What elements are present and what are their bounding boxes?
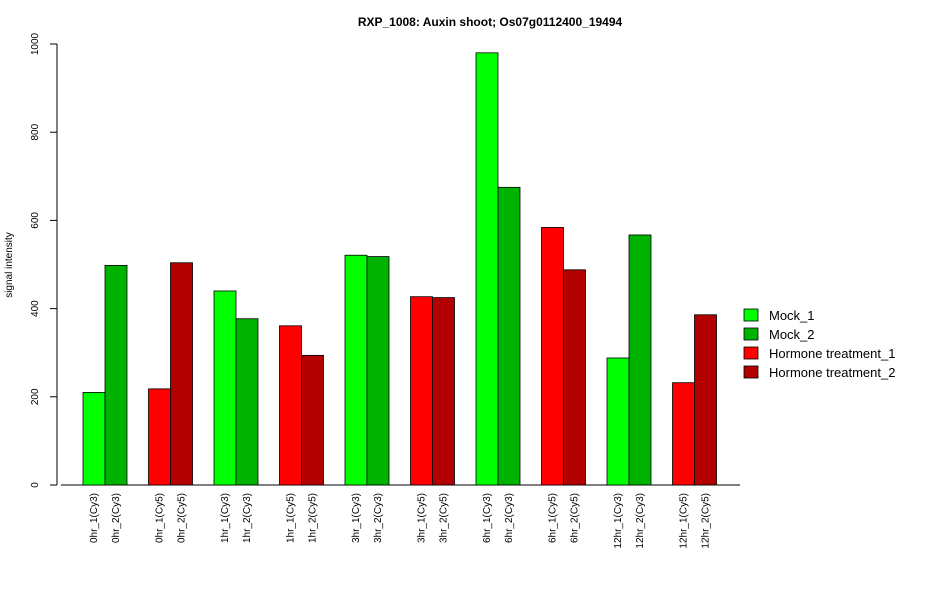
category-label: 1hr_1(Cy3): [220, 493, 231, 543]
category-label: 0hr_2(Cy5): [177, 493, 188, 543]
y-axis: 0 200 400 600 800 1000: [30, 32, 58, 488]
category-label: 12hr_2(Cy5): [701, 493, 712, 549]
legend-swatch: [743, 327, 759, 341]
bar: [672, 382, 695, 486]
bar: [410, 296, 433, 486]
category-label: 3hr_1(Cy3): [351, 493, 362, 543]
bar: [148, 388, 171, 486]
category-labels: 0hr_1(Cy3) 0hr_2(Cy3) 0hr_1(Cy5) 0hr_2(Cy5)…: [89, 493, 712, 549]
legend-swatch: [743, 308, 759, 322]
category-label: 3hr_2(Cy5): [439, 493, 450, 543]
bar: [170, 262, 193, 486]
legend: Mock_1 Mock_2 Hormone treatment_1 Hormone t…: [743, 308, 895, 380]
category-label: 3hr_2(Cy3): [373, 493, 384, 543]
bar: [475, 52, 499, 486]
y-tick-label: 600: [30, 212, 41, 229]
bar: [563, 269, 586, 486]
category-label: 3hr_1(Cy5): [417, 493, 428, 543]
category-label: 1hr_2(Cy5): [308, 493, 319, 543]
bar: [279, 325, 302, 486]
y-axis-label: signal intensity: [4, 232, 15, 298]
y-tick-label: 0: [30, 482, 41, 488]
bar: [628, 234, 652, 486]
bars-layer: [82, 52, 717, 486]
y-tick-label: 400: [30, 300, 41, 317]
bar: [344, 254, 368, 486]
bar: [235, 318, 259, 486]
y-tick-label: 200: [30, 388, 41, 405]
legend-label: Mock_1: [769, 308, 815, 323]
legend-label: Hormone treatment_2: [769, 365, 895, 380]
bar: [82, 391, 106, 486]
category-label: 6hr_2(Cy3): [504, 493, 515, 543]
bar: [104, 264, 128, 486]
legend-swatch: [743, 346, 759, 360]
bar: [694, 314, 717, 486]
y-tick-label: 800: [30, 123, 41, 140]
bar: [606, 357, 630, 486]
legend-label: Hormone treatment_1: [769, 346, 895, 361]
category-label: 1hr_2(Cy3): [242, 493, 253, 543]
category-label: 6hr_1(Cy5): [548, 493, 559, 543]
category-label: 6hr_2(Cy5): [570, 493, 581, 543]
bar: [213, 290, 237, 486]
category-label: 6hr_1(Cy3): [482, 493, 493, 543]
bar: [301, 354, 324, 486]
bar: [497, 186, 521, 486]
category-label: 12hr_2(Cy3): [635, 493, 646, 549]
chart-title: RXP_1008: Auxin shoot; Os07g0112400_1949…: [358, 15, 623, 29]
bar: [432, 297, 455, 486]
category-label: 12hr_1(Cy5): [679, 493, 690, 549]
category-label: 1hr_1(Cy5): [286, 493, 297, 543]
y-tick-label: 1000: [30, 32, 41, 55]
category-label: 0hr_1(Cy3): [89, 493, 100, 543]
legend-swatch: [743, 365, 759, 379]
category-label: 0hr_2(Cy3): [111, 493, 122, 543]
category-label: 0hr_1(Cy5): [155, 493, 166, 543]
bar: [366, 256, 390, 486]
bar: [541, 227, 564, 486]
category-label: 12hr_1(Cy3): [613, 493, 624, 549]
legend-label: Mock_2: [769, 327, 815, 342]
